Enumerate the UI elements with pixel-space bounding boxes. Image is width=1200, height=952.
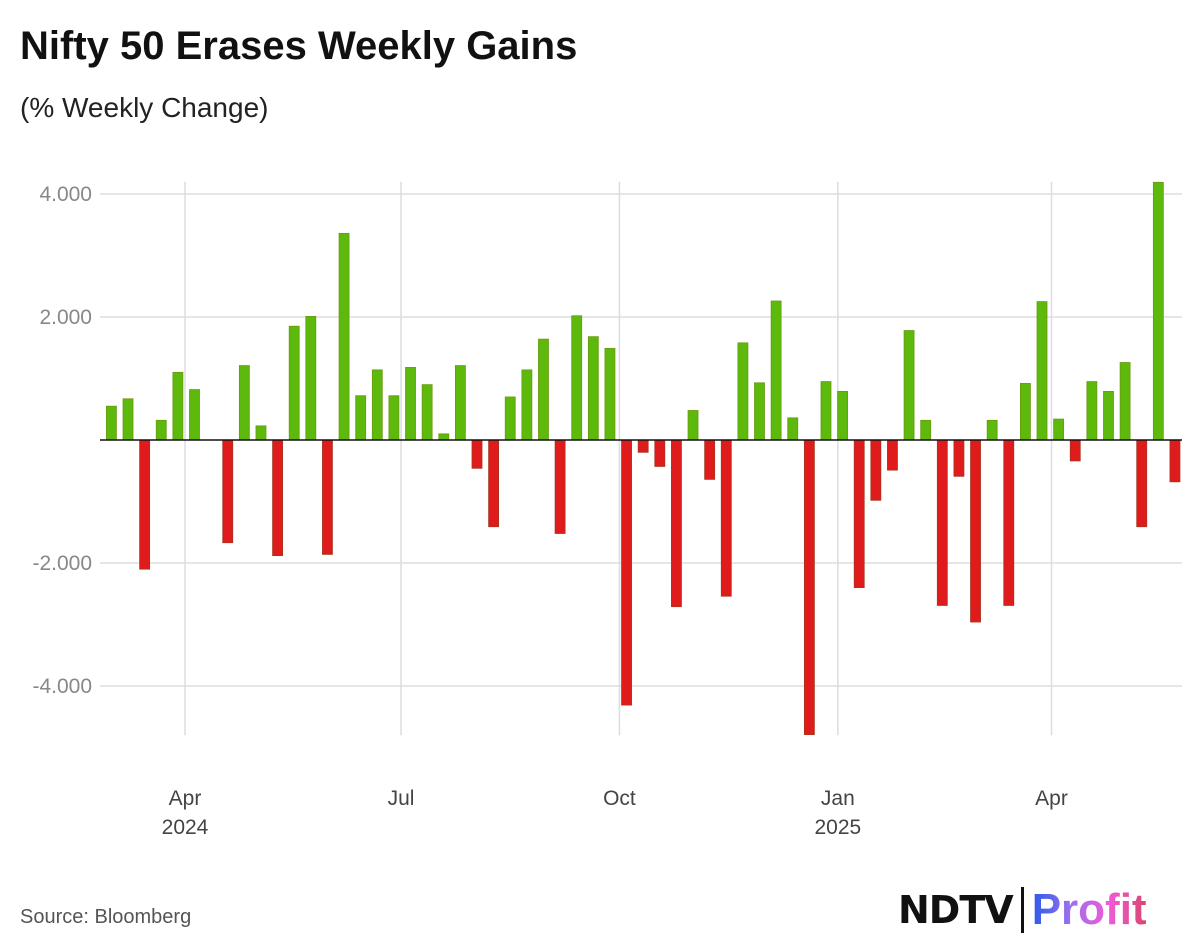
bar-positive <box>986 419 998 441</box>
chart-subtitle: (% Weekly Change) <box>20 92 269 123</box>
bar-positive <box>454 365 466 441</box>
bar-positive <box>837 391 848 441</box>
y-tick-label: -2.000 <box>32 552 92 575</box>
bar-positive <box>687 410 699 441</box>
bar-positive <box>122 398 134 441</box>
bar-positive <box>189 389 200 441</box>
bar-positive <box>155 419 167 441</box>
bar-positive <box>255 425 267 441</box>
bar-negative <box>803 439 815 735</box>
bar-positive <box>1086 381 1098 441</box>
bar-positive <box>438 433 450 441</box>
bar-positive <box>1036 301 1048 441</box>
bar-positive <box>737 342 749 441</box>
bar-negative <box>554 439 566 534</box>
logo-ndtv: NDTV <box>898 888 1014 932</box>
x-tick-label: Apr <box>169 787 202 810</box>
source-note: Source: Bloomberg <box>20 906 192 928</box>
x-tick-label: Jul <box>388 787 415 810</box>
bar-negative <box>870 439 882 501</box>
bar-negative <box>704 439 716 480</box>
bar-negative <box>887 439 898 471</box>
x-tick-label: Apr <box>1035 787 1068 810</box>
bar-positive <box>787 417 799 441</box>
bar-positive <box>388 395 400 441</box>
bar-negative <box>970 439 981 623</box>
logo-divider <box>1020 887 1024 933</box>
y-tick-label: 2.000 <box>39 306 92 329</box>
bar-positive <box>238 365 250 441</box>
bar-negative <box>1136 439 1148 528</box>
bar-positive <box>754 382 765 441</box>
bar-negative <box>936 439 948 606</box>
bar-negative <box>953 439 965 477</box>
bar-positive <box>1152 181 1164 441</box>
x-tick-label: Oct <box>603 787 636 810</box>
bar-negative <box>139 439 151 570</box>
bar-negative <box>272 439 283 557</box>
bar-positive <box>538 338 549 441</box>
bar-negative <box>1169 439 1181 483</box>
bar-positive <box>355 395 367 441</box>
bar-positive <box>903 330 915 441</box>
bar-negative <box>322 439 333 555</box>
x-tick-year: 2025 <box>814 816 861 839</box>
bar-positive <box>587 336 599 441</box>
bar-positive <box>305 315 317 441</box>
bar-positive <box>770 300 782 441</box>
bar-negative <box>720 439 732 597</box>
chart-title: Nifty 50 Erases Weekly Gains <box>20 24 578 68</box>
bar-positive <box>920 419 932 441</box>
bar-positive <box>521 369 533 441</box>
bar-positive <box>172 371 184 441</box>
y-tick-label: -4.000 <box>32 675 92 698</box>
bar-negative <box>671 439 682 608</box>
bar-positive <box>338 232 350 441</box>
bar-positive <box>288 325 300 441</box>
bar-negative <box>1003 439 1015 606</box>
bar-positive <box>571 315 583 441</box>
bar-chart: Apr 2024 Jul Oct Jan 2025 Apr 4.000 2.000 -2.000 -… <box>32 181 1182 839</box>
bar-positive <box>1103 391 1114 441</box>
bar-negative <box>654 439 666 467</box>
bar-positive <box>820 381 832 441</box>
bar-negative <box>471 439 483 469</box>
x-tick-label: Jan <box>821 787 855 810</box>
ndtv-profit-logo: NDTV Profit <box>898 880 1147 940</box>
x-tick-year: 2024 <box>162 816 209 839</box>
bar-positive <box>1119 362 1131 441</box>
bar-negative <box>853 439 865 589</box>
bar-positive <box>405 367 416 441</box>
bar-negative <box>488 439 500 528</box>
bar-positive <box>106 405 117 441</box>
y-tick-label: 4.000 <box>39 183 92 206</box>
bar-negative <box>621 439 632 706</box>
bar-negative <box>637 439 649 453</box>
bar-positive <box>1053 418 1065 441</box>
bar-negative <box>1069 439 1081 462</box>
bar-positive <box>371 369 383 441</box>
logo-profit: Profit <box>1031 885 1147 934</box>
bar-negative <box>222 439 234 544</box>
bar-positive <box>1019 383 1031 441</box>
bar-positive <box>421 384 433 441</box>
bar-positive <box>604 347 616 441</box>
bar-positive <box>504 396 516 441</box>
